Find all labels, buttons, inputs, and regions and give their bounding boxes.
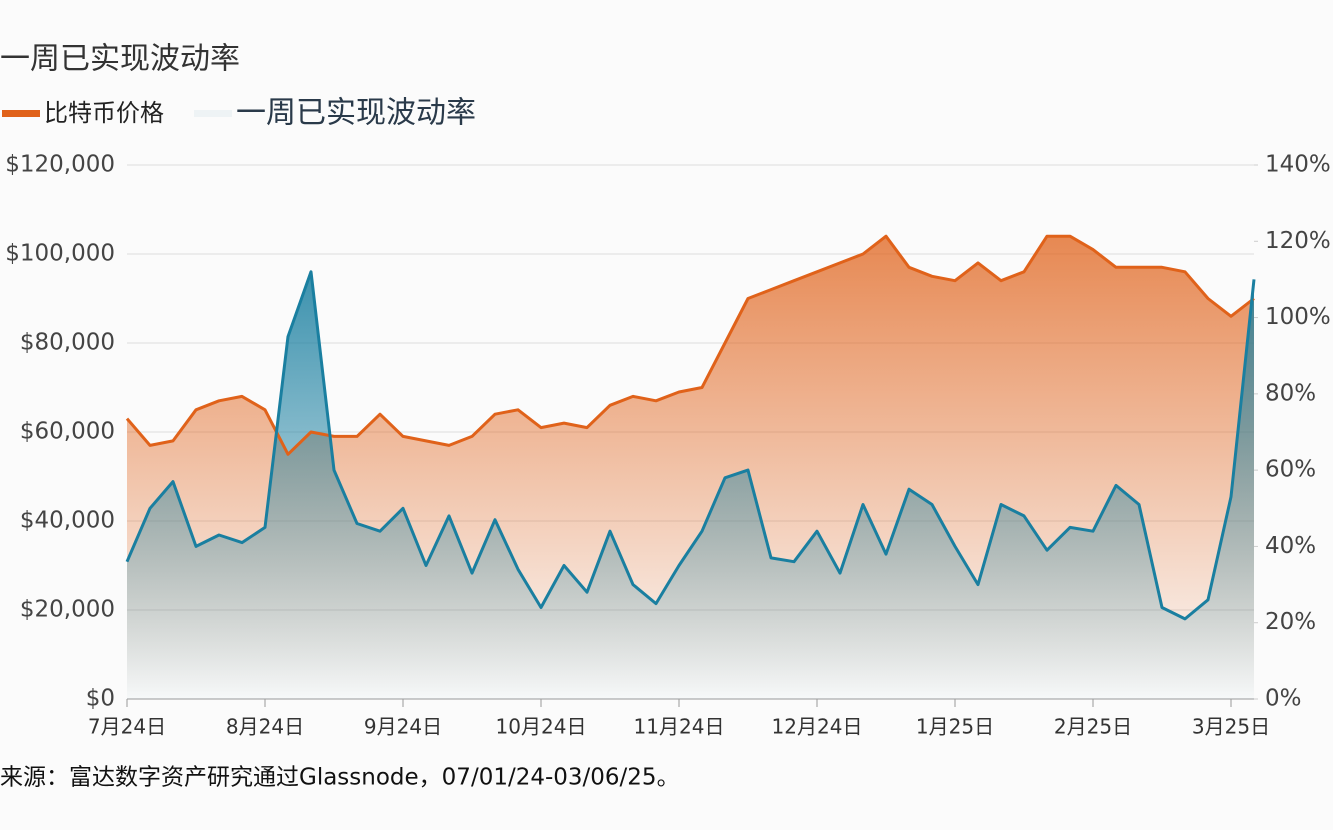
x-tick-label: 11月24日: [634, 715, 725, 739]
y-tick-label: $60,000: [20, 419, 115, 445]
area: [127, 271, 1254, 699]
chart-title: 一周已实现波动率: [0, 42, 240, 77]
y2-tick-label: 140%: [1265, 152, 1331, 178]
y2-tick-label: 40%: [1265, 533, 1316, 559]
legend-swatch: [194, 110, 232, 117]
y-tick-label: $100,000: [5, 241, 115, 267]
y2-tick-label: 60%: [1265, 457, 1316, 483]
x-tick-label: 1月25日: [916, 715, 994, 739]
series-line: [125, 234, 1255, 456]
y-tick-label: $120,000: [5, 152, 115, 178]
y-tick-label: $80,000: [20, 330, 115, 356]
x-tick-label: 3月25日: [1192, 715, 1270, 739]
x-tick-label: 8月24日: [226, 715, 304, 739]
y-tick-label: $20,000: [20, 597, 115, 623]
y-tick-label: $40,000: [20, 508, 115, 534]
source-note: 来源：富达数字资产研究通过Glassnode，07/01/24-03/06/25…: [0, 765, 680, 791]
x-tick-label: 2月25日: [1054, 715, 1132, 739]
y2-tick-label: 0%: [1265, 686, 1302, 712]
series-line: [125, 270, 1256, 621]
x-tick-label: 7月24日: [88, 715, 166, 739]
legend-label: 一周已实现波动率: [236, 96, 476, 131]
y-tick-label: $0: [86, 686, 115, 712]
x-tick-label: 10月24日: [496, 715, 587, 739]
legend-label: 比特币价格: [44, 99, 164, 127]
x-tick-label: 9月24日: [364, 715, 442, 739]
y2-tick-label: 100%: [1265, 304, 1331, 330]
legend-swatch: [2, 110, 40, 117]
x-tick-label: 12月24日: [772, 715, 863, 739]
y2-tick-label: 80%: [1265, 380, 1316, 406]
y2-tick-label: 20%: [1265, 609, 1316, 635]
y2-tick-label: 120%: [1265, 228, 1331, 254]
